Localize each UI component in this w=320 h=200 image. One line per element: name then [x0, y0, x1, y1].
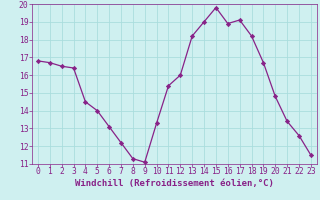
X-axis label: Windchill (Refroidissement éolien,°C): Windchill (Refroidissement éolien,°C): [75, 179, 274, 188]
